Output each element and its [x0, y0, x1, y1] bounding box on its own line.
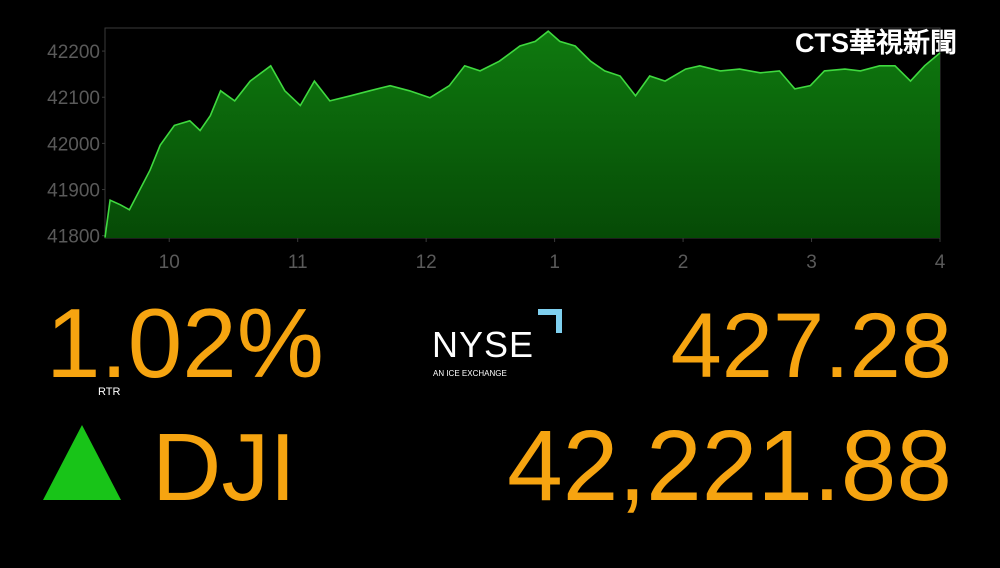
exchange-tagline: AN ICE EXCHANGE	[433, 369, 507, 378]
points-change: 427.28	[671, 295, 952, 397]
x-tick-label: 1	[549, 252, 560, 273]
change: 1.02%	[46, 288, 324, 398]
x-tick-label: 12	[416, 252, 437, 273]
source: RTR	[98, 386, 120, 398]
y-tick-label: 41900	[47, 181, 100, 202]
x-tick-label: 3	[806, 252, 817, 273]
exchange-logo-mark	[538, 309, 562, 333]
exchange-name: NYSE	[432, 324, 534, 365]
x-tick-label: 10	[159, 252, 180, 273]
up-arrow	[43, 425, 121, 500]
x-tick-label: 11	[288, 252, 308, 273]
index-name: DJI	[152, 414, 296, 521]
logo: CTS華視新聞	[795, 27, 957, 58]
x-tick-label: 4	[935, 252, 946, 273]
index-value: 42,221.88	[507, 410, 952, 522]
area	[105, 31, 940, 239]
line	[104, 30, 941, 238]
y-tick-label: 42100	[47, 88, 100, 109]
y-tick-label: 42200	[47, 42, 100, 63]
y-tick-label: 42000	[47, 134, 100, 155]
y-tick-label: 41800	[47, 227, 100, 248]
x-tick-label: 2	[678, 252, 689, 273]
